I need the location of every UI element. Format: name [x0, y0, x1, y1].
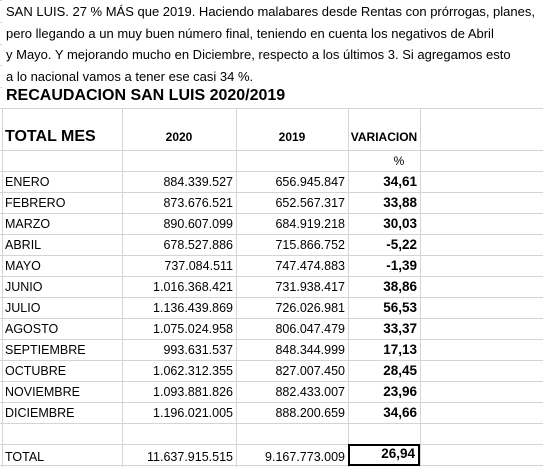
- grid-line: [0, 192, 543, 193]
- table-cell: 848.344.999: [275, 343, 345, 357]
- grid-line: [0, 318, 543, 319]
- header-cell: 2020: [165, 130, 193, 144]
- grid-line: [0, 381, 543, 382]
- table-cell: 33,88: [383, 195, 417, 210]
- intro-line: y Mayo. Y mejorando mucho en Diciembre, …: [2, 44, 543, 65]
- grid-line: [0, 444, 543, 445]
- table-cell: 678.527.886: [163, 238, 233, 252]
- row-label: JULIO: [5, 301, 41, 315]
- grid-line: [0, 213, 543, 214]
- grid-line: [2, 87, 3, 467]
- row-label: MARZO: [5, 217, 51, 231]
- grid-line: [348, 87, 349, 467]
- table-cell: 34,66: [383, 405, 417, 420]
- grid-line: [122, 87, 123, 467]
- grid-line: [0, 465, 543, 466]
- table-cell: 26,94: [348, 444, 420, 466]
- table-cell: -5,22: [386, 237, 417, 252]
- table-cell: 1.016.368.421: [153, 280, 233, 294]
- table-cell: 1.062.312.355: [153, 364, 233, 378]
- table-cell: 1.196.021.005: [153, 406, 233, 420]
- table-cell: 656.945.847: [275, 175, 345, 189]
- table-cell: 888.200.659: [275, 406, 345, 420]
- table-cell: 11.637.915.515: [147, 450, 233, 464]
- grid-line: [0, 360, 543, 361]
- row-label: ENERO: [5, 175, 50, 189]
- header-cell: TOTAL MES: [5, 128, 96, 145]
- table-cell: 1.075.024.958: [153, 322, 233, 336]
- table-cell: 873.676.521: [163, 196, 233, 210]
- table-cell: 1.136.439.869: [153, 301, 233, 315]
- grid-line: [0, 171, 543, 172]
- grid-line: [420, 87, 421, 467]
- row-label: NOVIEMBRE: [5, 385, 81, 399]
- table-cell: 30,03: [383, 216, 417, 231]
- grid-line: [0, 150, 543, 151]
- table-cell: 747.474.883: [275, 259, 345, 273]
- sheet-title: RECAUDACION SAN LUIS 2020/2019: [2, 87, 543, 108]
- table-cell: 890.607.099: [163, 217, 233, 231]
- grid-line: [0, 255, 543, 256]
- grid-line: [0, 108, 543, 109]
- table-cell: 652.567.317: [275, 196, 345, 210]
- table-cell: 882.433.007: [275, 385, 345, 399]
- row-label: FEBRERO: [5, 196, 66, 210]
- table-cell: 1.093.881.826: [153, 385, 233, 399]
- table-cell: 34,61: [383, 174, 417, 189]
- table-cell: 23,96: [383, 384, 417, 399]
- grid-line: [0, 276, 543, 277]
- intro-line: SAN LUIS. 27 % MÁS que 2019. Haciendo ma…: [2, 0, 543, 22]
- header-cell: 2019: [278, 130, 306, 144]
- intro-line: pero llegando a un muy buen número final…: [2, 22, 543, 44]
- header-cell: VARIACION: [350, 130, 418, 144]
- row-label: JUNIO: [5, 280, 43, 294]
- grid-line: [0, 402, 543, 403]
- row-label: TOTAL: [5, 450, 45, 464]
- table-cell: 737.084.511: [164, 259, 233, 273]
- row-label: AGOSTO: [5, 322, 59, 336]
- intro-line: a lo nacional vamos a tener ese casi 34 …: [2, 65, 543, 87]
- row-label: ABRIL: [5, 238, 42, 252]
- table-cell: 38,86: [383, 279, 417, 294]
- table-cell: 684.919.218: [275, 217, 345, 231]
- table-cell: 9.167.773.009: [265, 450, 345, 464]
- grid-line: [0, 339, 543, 340]
- table-cell: 731.938.417: [275, 280, 345, 294]
- table-cell: -1,39: [386, 258, 417, 273]
- grid-line: [0, 234, 543, 235]
- row-label: MAYO: [5, 259, 41, 273]
- grid-line: [0, 297, 543, 298]
- table-cell: 827.007.450: [275, 364, 345, 378]
- table-cell: 56,53: [383, 300, 417, 315]
- row-label: OCTUBRE: [5, 364, 67, 378]
- table-cell: 806.047.479: [275, 322, 345, 336]
- table-cell: 993.631.537: [163, 343, 233, 357]
- table-cell: 28,45: [383, 363, 417, 378]
- row-label: DICIEMBRE: [5, 406, 75, 420]
- table-cell: 715.866.752: [275, 238, 345, 252]
- header-unit: %: [393, 154, 405, 168]
- table-cell: 726.026.981: [275, 301, 345, 315]
- grid-line: [0, 423, 543, 424]
- grid-line: [236, 87, 237, 467]
- table-cell: 884.339.527: [163, 175, 233, 189]
- table-cell: 17,13: [383, 342, 417, 357]
- table-cell: 33,37: [383, 321, 417, 336]
- row-label: SEPTIEMBRE: [5, 343, 86, 357]
